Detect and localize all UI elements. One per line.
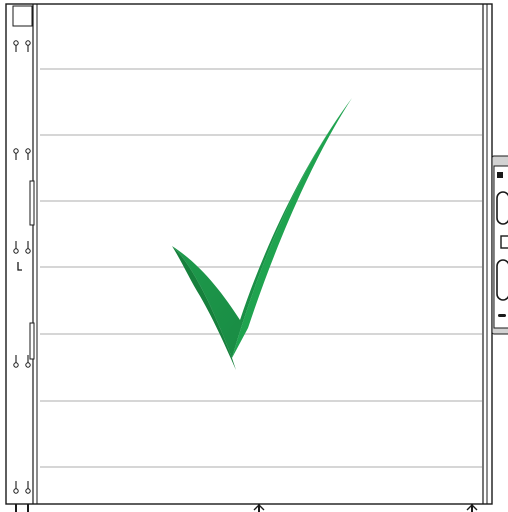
door-handle-icon <box>491 155 508 335</box>
hinge-pair <box>13 355 31 368</box>
check-mark-icon <box>172 98 352 370</box>
hinge-pair <box>13 241 31 254</box>
floor-markers <box>15 504 478 512</box>
lock-mark <box>17 262 22 271</box>
top-left-bracket <box>12 5 33 27</box>
hinge-pair <box>13 40 31 52</box>
door-frame <box>5 3 493 505</box>
left-latch-top <box>29 180 35 226</box>
hinges <box>13 40 31 494</box>
hinge-pair <box>13 148 31 160</box>
left-latch-bottom <box>29 322 35 360</box>
hinge-pair <box>13 481 31 494</box>
